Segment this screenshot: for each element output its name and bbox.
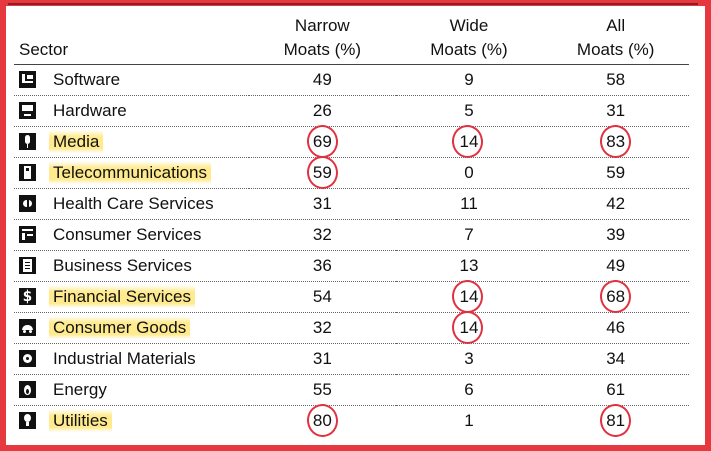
all-moats-header: All Moats (%) (576, 16, 655, 59)
narrow-moats-value-circled: 59 (305, 154, 340, 191)
table-row: Energy 55 6 61 (14, 374, 689, 406)
table-row: Consumer Goods 32 14 46 (14, 309, 689, 346)
header-row: Sector Narrow Moats (%) Wide Moats (%) All… (14, 14, 689, 65)
utilities-icon (19, 412, 36, 430)
table-row: Consumer Services 32 7 39 (14, 219, 689, 251)
narrow-moats-header: Narrow Moats (%) (283, 16, 362, 59)
all-moats-value: 46 (606, 318, 626, 337)
all-moats-value: 61 (606, 380, 626, 399)
all-moats-value-circled: 81 (598, 402, 633, 439)
wide-moats-value-circled: 14 (449, 123, 485, 160)
wide-moats-value: 6 (464, 380, 474, 399)
narrow-moats-value: 36 (312, 256, 332, 275)
wide-moats-value: 0 (464, 163, 474, 182)
media-icon (19, 133, 36, 151)
sector-label-highlighted: Media (49, 130, 104, 153)
moats-table: Sector Narrow Moats (%) Wide Moats (%) All… (14, 14, 689, 439)
sector-label: Industrial Materials (53, 349, 196, 368)
all-moats-value: 39 (606, 225, 626, 244)
all-moats-value: 49 (606, 256, 626, 275)
table-row: Health Care Services 31 11 42 (14, 188, 689, 220)
software-icon (19, 71, 36, 89)
sector-label: Health Care Services (53, 194, 214, 213)
narrow-moats-value: 31 (312, 194, 332, 213)
table-row: Industrial Materials 31 3 34 (14, 343, 689, 375)
all-moats-value-circled: 83 (598, 123, 633, 160)
consumer-goods-icon (19, 319, 36, 337)
consumer-services-icon (19, 226, 36, 244)
sector-label-highlighted: Utilities (49, 409, 112, 432)
top-rule (8, 3, 698, 5)
wide-moats-value: 1 (464, 411, 474, 430)
table-row: Business Services 36 13 49 (14, 250, 689, 282)
industrial-materials-icon (19, 350, 36, 368)
hardware-icon (19, 102, 36, 120)
narrow-moats-value: 26 (312, 101, 332, 120)
sector-label: Energy (53, 380, 107, 399)
table-row: $ Financial Services 54 14 68 (14, 278, 689, 315)
all-moats-value: 34 (606, 349, 626, 368)
table-row: Hardware 26 5 31 (14, 95, 689, 127)
narrow-moats-value-circled: 69 (305, 123, 340, 160)
wide-moats-value: 11 (460, 194, 478, 213)
all-moats-value: 59 (606, 163, 626, 182)
telecom-icon (19, 164, 36, 182)
health-care-icon (19, 195, 36, 213)
narrow-moats-value: 32 (312, 318, 332, 337)
sector-label-highlighted: Financial Services (49, 285, 195, 308)
all-moats-value: 42 (606, 194, 626, 213)
narrow-moats-value: 32 (312, 225, 332, 244)
narrow-moats-value: 31 (312, 349, 332, 368)
sector-label: Software (53, 70, 121, 89)
wide-moats-value-circled: 14 (449, 309, 485, 346)
narrow-moats-value: 49 (312, 70, 332, 89)
table-row: Media 69 14 83 (14, 123, 689, 160)
wide-moats-value: 13 (459, 256, 479, 275)
energy-icon (19, 381, 36, 399)
all-moats-value: 58 (606, 70, 626, 89)
narrow-moats-value-circled: 80 (305, 402, 340, 439)
business-services-icon (19, 257, 36, 275)
wide-moats-value: 9 (464, 70, 474, 89)
wide-moats-value: 7 (464, 225, 474, 244)
sector-label-highlighted: Consumer Goods (49, 316, 191, 339)
wide-moats-value-circled: 14 (449, 278, 485, 315)
all-moats-value: 31 (606, 101, 626, 120)
narrow-moats-value: 55 (312, 380, 332, 399)
wide-moats-header: Wide Moats (%) (430, 16, 508, 59)
table-row: Software 49 9 58 (14, 64, 689, 96)
wide-moats-value: 3 (464, 349, 474, 368)
sector-label: Business Services (53, 256, 192, 275)
sector-header: Sector (19, 40, 69, 59)
wide-moats-value: 5 (464, 101, 474, 120)
table-row: Utilities 80 1 81 (14, 402, 689, 439)
financial-services-icon: $ (19, 287, 36, 306)
sector-label-highlighted: Telecommunications (49, 161, 212, 184)
sector-label: Hardware (53, 101, 127, 120)
table-row: Telecommunications 59 0 59 (14, 154, 689, 191)
narrow-moats-value: 54 (312, 287, 332, 306)
sector-label: Consumer Services (53, 225, 202, 244)
all-moats-value-circled: 68 (598, 278, 633, 315)
